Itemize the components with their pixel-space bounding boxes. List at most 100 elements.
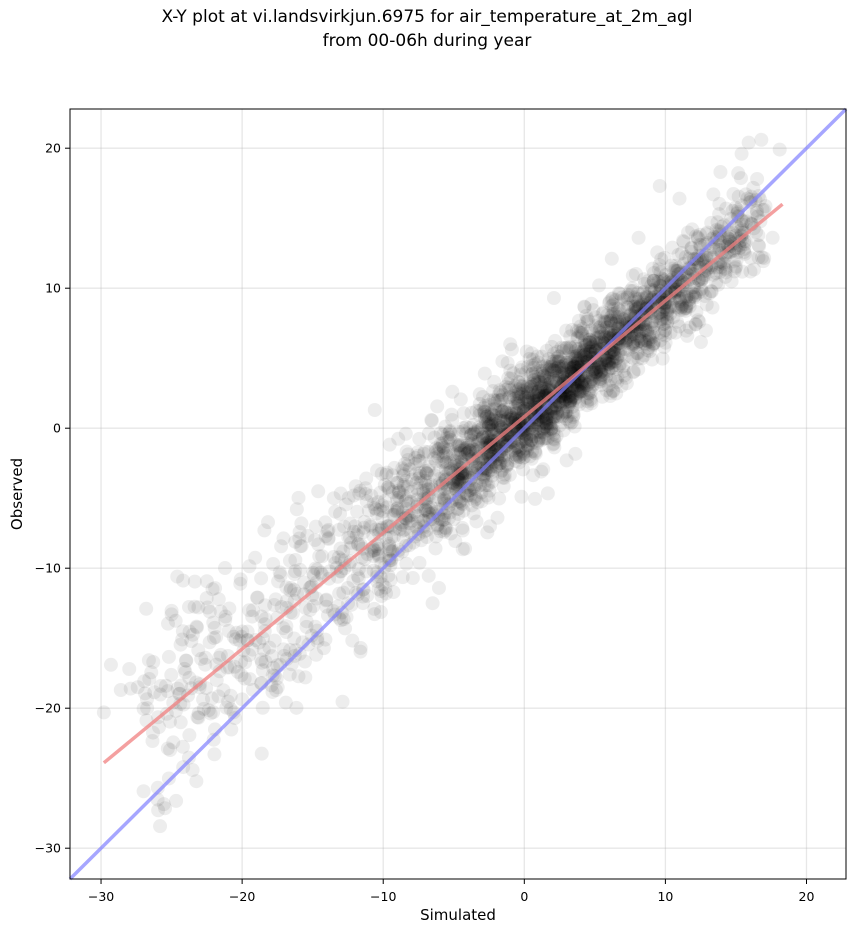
scatter-point	[386, 529, 401, 544]
scatter-point	[311, 484, 326, 499]
scatter-point	[658, 328, 673, 343]
scatter-point	[655, 312, 670, 327]
scatter-point	[191, 710, 206, 725]
scatter-point	[552, 369, 567, 384]
scatter-point	[542, 376, 557, 391]
scatter-point	[181, 750, 196, 765]
scatter-point	[299, 619, 314, 634]
scatter-point	[234, 654, 249, 669]
scatter-point	[510, 448, 525, 463]
scatter-point	[576, 321, 591, 336]
scatter-point	[162, 714, 177, 729]
scatter-point	[343, 530, 358, 545]
scatter-point	[553, 398, 568, 413]
scatter-point	[608, 373, 623, 388]
scatter-point	[373, 503, 388, 518]
scatter-point	[496, 414, 511, 429]
scatter-point	[242, 603, 257, 618]
scatter-point	[156, 797, 171, 812]
scatter-point	[440, 431, 455, 446]
scatter-point	[565, 389, 580, 404]
scatter-point	[603, 313, 618, 328]
scatter-point	[405, 472, 420, 487]
scatter-point	[565, 353, 580, 368]
scatter-point	[635, 351, 650, 366]
scatter-point	[374, 466, 389, 481]
scatter-point	[664, 258, 679, 273]
scatter-point	[679, 323, 694, 338]
scatter-point	[544, 359, 559, 374]
scatter-point	[501, 376, 516, 391]
scatter-point	[718, 261, 733, 276]
scatter-point	[593, 365, 608, 380]
scatter-point	[349, 528, 364, 543]
scatter-point	[520, 379, 535, 394]
scatter-point	[550, 360, 565, 375]
scatter-point	[574, 375, 589, 390]
scatter-point	[396, 488, 411, 503]
scatter-point	[552, 368, 567, 383]
scatter-point	[226, 629, 241, 644]
scatter-point	[488, 422, 503, 437]
x-tick-label: −10	[370, 889, 396, 904]
scatter-point	[456, 406, 471, 421]
scatter-point	[578, 350, 593, 365]
scatter-point	[484, 423, 499, 438]
scatter-point	[578, 332, 593, 347]
scatter-point	[590, 369, 605, 384]
scatter-point	[158, 801, 173, 816]
scatter-point	[540, 486, 555, 501]
scatter-point	[509, 401, 524, 416]
scatter-point	[536, 431, 551, 446]
scatter-point	[464, 449, 479, 464]
scatter-point	[546, 363, 561, 378]
scatter-point	[375, 577, 390, 592]
scatter-point	[540, 360, 555, 375]
scatter-point	[710, 260, 725, 275]
scatter-point	[442, 430, 457, 445]
scatter-point	[451, 467, 466, 482]
scatter-point	[630, 285, 645, 300]
scatter-point	[655, 271, 670, 286]
scatter-point	[516, 378, 531, 393]
scatter-point	[600, 357, 615, 372]
scatter-point	[525, 393, 540, 408]
scatter-point	[540, 422, 555, 437]
scatter-point	[626, 334, 641, 349]
scatter-point	[398, 426, 413, 441]
scatter-point	[563, 354, 578, 369]
scatter-point	[491, 387, 506, 402]
scatter-point	[499, 456, 514, 471]
scatter-point	[493, 420, 508, 435]
scatter-point	[543, 416, 558, 431]
scatter-point	[208, 581, 223, 596]
scatter-point	[657, 340, 672, 355]
scatter-point	[421, 568, 436, 583]
scatter-point	[207, 620, 222, 635]
scatter-point	[396, 477, 411, 492]
scatter-point	[570, 331, 585, 346]
scatter-point	[538, 358, 553, 373]
scatter-point	[712, 207, 727, 222]
scatter-point	[534, 406, 549, 421]
scatter-point	[625, 337, 640, 352]
scatter-point	[493, 419, 508, 434]
scatter-point	[546, 405, 561, 420]
scatter-point	[553, 397, 568, 412]
scatter-point	[746, 262, 761, 277]
scatter-point	[458, 440, 473, 455]
scatter-point	[581, 386, 596, 401]
scatter-point	[478, 473, 493, 488]
scatter-point	[462, 444, 477, 459]
scatter-point	[653, 283, 668, 298]
scatter-point	[140, 701, 155, 716]
scatter-point	[587, 362, 602, 377]
grid-layer	[70, 109, 846, 879]
scatter-point	[617, 341, 632, 356]
scatter-point	[412, 555, 427, 570]
scatter-point	[517, 392, 532, 407]
scatter-point	[363, 519, 378, 534]
scatter-point	[591, 330, 606, 345]
scatter-point	[570, 386, 585, 401]
scatter-point	[524, 451, 539, 466]
